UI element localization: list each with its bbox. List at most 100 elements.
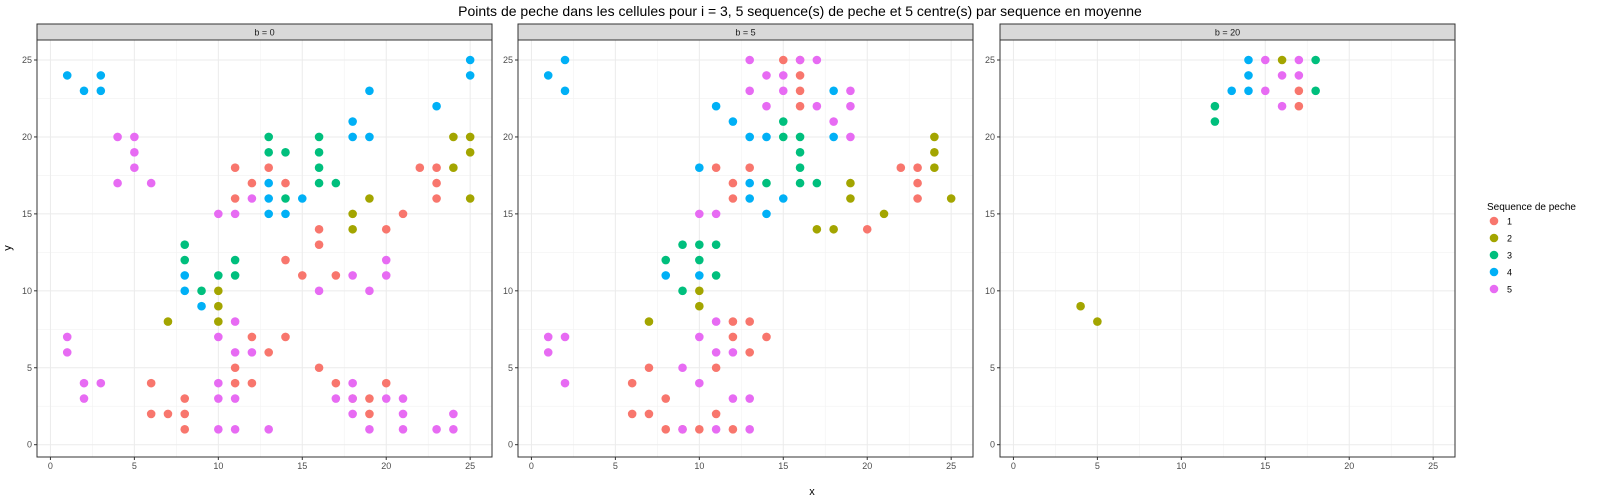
data-point	[398, 209, 408, 219]
data-point	[1311, 55, 1320, 65]
x-tick-label: 0	[1011, 461, 1016, 471]
data-point	[745, 163, 754, 173]
data-point	[913, 178, 922, 188]
data-point	[896, 163, 906, 173]
data-point	[745, 132, 754, 142]
data-point	[846, 101, 855, 111]
data-point	[365, 194, 374, 203]
data-point	[661, 271, 671, 280]
y-tick-label: 15	[503, 209, 513, 219]
x-tick-label: 5	[613, 461, 618, 471]
data-point	[627, 409, 637, 419]
data-point	[778, 55, 788, 65]
data-point	[745, 86, 754, 96]
series-4	[1227, 55, 1253, 96]
data-point	[214, 332, 223, 342]
data-point	[795, 86, 805, 96]
data-point	[1227, 86, 1236, 96]
data-point	[365, 286, 374, 296]
data-point	[264, 148, 273, 157]
data-point	[695, 163, 704, 173]
series-5	[1260, 55, 1304, 111]
data-point	[711, 209, 721, 219]
data-point	[762, 332, 771, 342]
data-point	[1210, 101, 1220, 111]
panel-border	[36, 39, 493, 458]
data-point	[762, 71, 771, 80]
data-point	[281, 255, 290, 265]
data-point	[130, 132, 139, 142]
data-point	[281, 178, 290, 188]
facet-strip-label: b = 5	[735, 28, 755, 38]
panel-0: b = 0 0 5 10 15 20 25 0 5 10 15 20 25	[22, 23, 493, 471]
data-point	[762, 178, 771, 188]
data-point	[560, 86, 570, 96]
data-point	[1277, 55, 1287, 65]
data-point	[829, 86, 838, 96]
series-4	[543, 55, 838, 280]
series-3	[661, 117, 822, 296]
data-point	[381, 271, 391, 280]
data-point	[695, 425, 704, 434]
data-point	[314, 178, 324, 188]
data-point	[930, 148, 939, 157]
y-tick-label: 5	[990, 363, 995, 373]
data-point	[180, 409, 190, 419]
data-point	[331, 378, 341, 388]
data-point	[711, 271, 721, 280]
data-point	[946, 194, 956, 203]
y-tick-label: 0	[990, 440, 995, 450]
x-tick-label: 15	[1260, 461, 1270, 471]
grid-lines	[1000, 40, 1455, 457]
data-point	[449, 425, 458, 434]
data-point	[79, 86, 89, 96]
data-point	[711, 163, 721, 173]
data-point	[230, 194, 240, 203]
x-tick-label: 5	[132, 461, 137, 471]
data-point	[230, 348, 240, 357]
data-point	[913, 194, 922, 203]
y-tick-label: 25	[22, 55, 32, 65]
data-point	[247, 332, 257, 342]
data-point	[180, 271, 190, 280]
data-point	[543, 71, 553, 80]
y-tick-label: 10	[985, 286, 995, 296]
data-point	[862, 224, 872, 234]
data-point	[113, 178, 122, 188]
data-point	[695, 286, 704, 296]
panel-border	[517, 39, 974, 458]
data-point	[745, 317, 754, 326]
data-point	[314, 240, 324, 249]
data-point	[180, 240, 190, 249]
data-point	[1294, 71, 1304, 80]
series-1	[627, 55, 922, 434]
data-point	[348, 224, 357, 234]
data-point	[1244, 55, 1253, 65]
data-point	[214, 378, 223, 388]
data-point	[96, 378, 106, 388]
data-point	[644, 363, 654, 373]
y-tick-label: 10	[22, 286, 32, 296]
data-point	[130, 148, 139, 157]
data-point	[762, 101, 771, 111]
data-point	[711, 363, 721, 373]
data-point	[812, 224, 822, 234]
data-point	[762, 209, 771, 219]
data-point	[146, 378, 156, 388]
legend-label-3: 3	[1507, 251, 1512, 261]
data-point	[214, 301, 223, 311]
data-point	[465, 194, 475, 203]
data-point	[297, 271, 307, 280]
data-point	[728, 332, 738, 342]
data-point	[230, 363, 240, 373]
data-point	[230, 394, 240, 403]
data-point	[627, 378, 637, 388]
y-tick-label: 5	[508, 363, 513, 373]
data-point	[264, 348, 273, 357]
series-5	[62, 132, 458, 434]
y-tick-label: 15	[22, 209, 32, 219]
data-point	[247, 194, 257, 203]
legend-key-5	[1489, 284, 1499, 294]
data-point	[644, 317, 654, 326]
y-tick-label: 10	[503, 286, 513, 296]
